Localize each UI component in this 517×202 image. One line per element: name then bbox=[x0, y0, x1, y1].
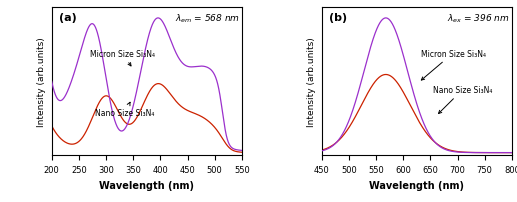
Text: (a): (a) bbox=[59, 13, 77, 22]
Text: Micron Size Si₃N₄: Micron Size Si₃N₄ bbox=[90, 49, 155, 67]
Text: Nano Size Si₃N₄: Nano Size Si₃N₄ bbox=[433, 86, 492, 114]
X-axis label: Wavelength (nm): Wavelength (nm) bbox=[99, 180, 194, 190]
X-axis label: Wavelength (nm): Wavelength (nm) bbox=[369, 180, 464, 190]
Text: Micron Size Si₃N₄: Micron Size Si₃N₄ bbox=[420, 49, 485, 81]
Text: Nano Size Si₃N₄: Nano Size Si₃N₄ bbox=[95, 103, 155, 117]
Text: $\lambda_{em}$ = 568 nm: $\lambda_{em}$ = 568 nm bbox=[175, 13, 240, 25]
Text: (b): (b) bbox=[329, 13, 347, 22]
Y-axis label: Intensity (arb.units): Intensity (arb.units) bbox=[307, 37, 316, 126]
Y-axis label: Intensity (arb.units): Intensity (arb.units) bbox=[37, 37, 46, 126]
Text: $\lambda_{ex}$ = 396 nm: $\lambda_{ex}$ = 396 nm bbox=[447, 13, 510, 25]
